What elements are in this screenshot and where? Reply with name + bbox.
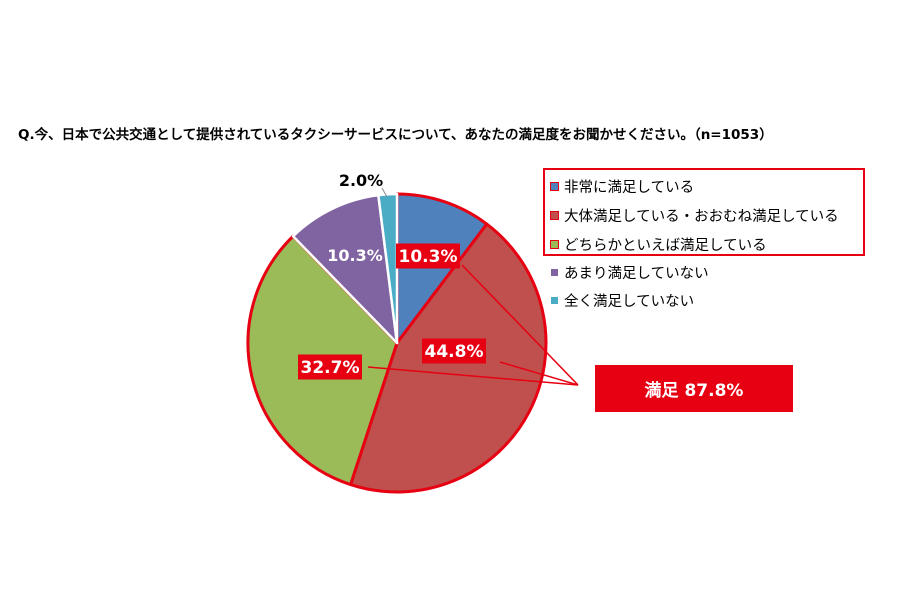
data-label-3: 32.7% <box>301 358 360 378</box>
legend-label-3: どちらかといえば満足している <box>564 237 767 254</box>
data-label-box-1 <box>396 243 460 269</box>
legend-label-5: 全く満足していない <box>564 293 695 310</box>
legend-swatch-1 <box>550 181 559 191</box>
legend-item-1: 非常に満足している <box>550 175 695 197</box>
legend-label-2: 大体満足している・おおむね満足している <box>564 208 839 225</box>
callout-leader-line-3 <box>367 366 579 386</box>
pie-slice-4 <box>291 193 399 345</box>
question-text: Q.今、日本で公共交通として提供されているタクシーサービスについて、あなたの満足… <box>18 127 773 143</box>
callout-leader-line-2 <box>499 361 579 386</box>
small-slice-leader-line <box>381 187 388 198</box>
legend-item-3: どちらかといえば満足している <box>550 233 767 255</box>
legend-item-4: あまり満足していない <box>551 261 709 283</box>
legend-label-1: 非常に満足している <box>564 179 695 196</box>
callout-leader-line-1 <box>461 264 579 386</box>
legend-swatch-4 <box>551 268 558 276</box>
legend-item-2: 大体満足している・おおむね満足している <box>550 204 839 226</box>
satisfied-total-callout: 満足 87.8% <box>595 365 793 412</box>
legend-label-4: あまり満足していない <box>564 265 709 282</box>
legend-item-5: 全く満足していない <box>551 289 694 311</box>
data-label-2: 44.8% <box>425 342 484 362</box>
pie-slice-5 <box>377 192 399 345</box>
legend-swatch-5 <box>551 296 558 304</box>
legend-swatch-3 <box>550 239 559 249</box>
data-label-1: 10.3% <box>399 247 458 267</box>
data-label-box-3 <box>298 354 362 380</box>
data-label-box-2 <box>422 338 486 364</box>
legend-highlight-box <box>543 168 865 256</box>
data-label-5: 2.0% <box>339 171 383 190</box>
legend-swatch-2 <box>550 210 559 220</box>
data-label-4: 10.3% <box>327 246 383 265</box>
